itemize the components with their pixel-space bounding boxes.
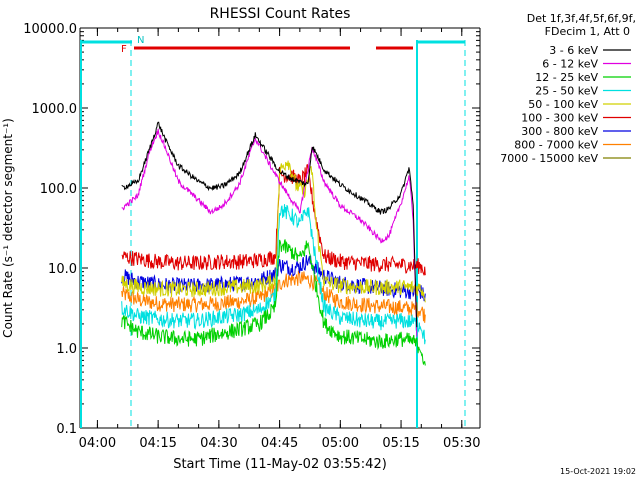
y-axis-label: Count Rate (s⁻¹ detector segment⁻¹) bbox=[1, 118, 15, 338]
flag-markers: F N bbox=[80, 35, 466, 428]
y-tick-label: 1.0 bbox=[56, 342, 77, 357]
x-tick-label: 05:30 bbox=[443, 436, 480, 451]
legend-item-label: 6 - 12 keV bbox=[542, 58, 598, 71]
series-line bbox=[121, 128, 418, 337]
series-line bbox=[121, 160, 426, 303]
series-line bbox=[121, 270, 426, 323]
series-layer bbox=[121, 121, 426, 366]
y-tick-label: 10000.0 bbox=[23, 22, 77, 37]
legend-item-label: 300 - 800 keV bbox=[521, 125, 598, 138]
y-tick-label: 1000.0 bbox=[32, 102, 78, 117]
y-tick-label: 0.1 bbox=[56, 422, 77, 437]
plot-frame bbox=[79, 27, 481, 429]
x-axis-label: Start Time (11-May-02 03:55:42) bbox=[173, 457, 387, 472]
x-tick-label: 05:15 bbox=[382, 436, 419, 451]
legend-item-label: 3 - 6 keV bbox=[549, 44, 598, 57]
x-tick-label: 04:30 bbox=[200, 436, 237, 451]
series-line bbox=[121, 163, 426, 276]
legend-header-1: Det 1f,3f,4f,5f,6f,9f, bbox=[527, 12, 636, 25]
legend-item-label: 7000 - 15000 keV bbox=[500, 152, 598, 165]
legend: Det 1f,3f,4f,5f,6f,9f, FDecim 1, Att 0 3… bbox=[500, 12, 636, 165]
legend-item-label: 50 - 100 keV bbox=[528, 98, 598, 111]
y-ticks: 0.1 1.0 10.0 100.0 1000.0 10000.0 bbox=[23, 22, 480, 437]
flag-f-label: F bbox=[121, 44, 127, 55]
y-tick-label: 10.0 bbox=[48, 262, 77, 277]
y-tick-label: 100.0 bbox=[40, 182, 77, 197]
series-line bbox=[121, 204, 426, 345]
legend-item-label: 12 - 25 keV bbox=[535, 71, 598, 84]
x-tick-label: 04:15 bbox=[139, 436, 176, 451]
x-tick-label: 04:00 bbox=[79, 436, 116, 451]
legend-item-label: 100 - 300 keV bbox=[521, 112, 598, 125]
timestamp: 15-Oct-2021 19:02 bbox=[560, 467, 636, 476]
x-tick-label: 04:45 bbox=[261, 436, 298, 451]
x-ticks: 04:00 04:15 04:30 04:45 05:00 05:15 05:30 bbox=[79, 28, 481, 451]
chart-title: RHESSI Count Rates bbox=[210, 6, 351, 22]
flag-n-label: N bbox=[137, 35, 144, 46]
legend-item-label: 800 - 7000 keV bbox=[514, 139, 598, 152]
legend-item-label: 25 - 50 keV bbox=[535, 85, 598, 98]
series-line bbox=[121, 121, 418, 328]
legend-header-2: FDecim 1, Att 0 bbox=[545, 25, 630, 38]
x-tick-label: 05:00 bbox=[322, 436, 359, 451]
series-line bbox=[121, 239, 426, 366]
